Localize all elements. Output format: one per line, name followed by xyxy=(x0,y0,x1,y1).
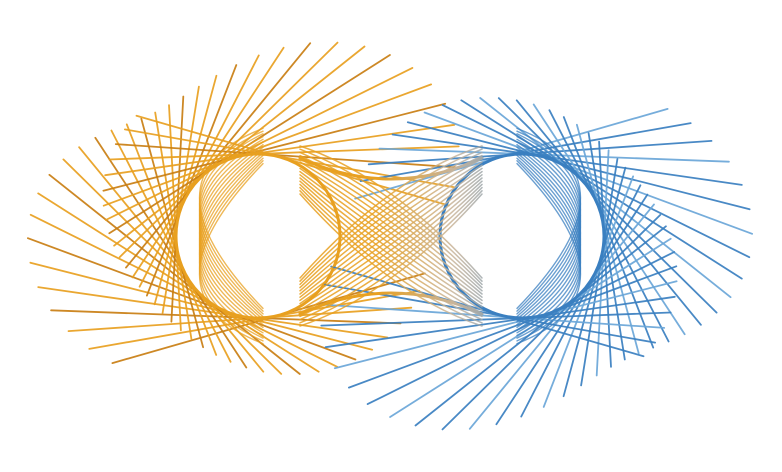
strand-line xyxy=(102,102,447,192)
strand-line xyxy=(391,133,743,186)
strand-line xyxy=(62,158,283,375)
lower-bridge-arc xyxy=(298,291,484,316)
waist-strand xyxy=(299,158,483,292)
waist-strand xyxy=(299,161,483,295)
strand-line xyxy=(324,295,676,349)
waist-strand xyxy=(299,177,483,311)
strand-line xyxy=(102,83,433,207)
strand-line xyxy=(378,147,730,163)
strand-line xyxy=(140,117,205,349)
waist-strand xyxy=(299,151,483,286)
strand-line xyxy=(50,309,402,325)
strand-curve xyxy=(516,162,581,345)
strand-line xyxy=(562,166,627,398)
waist-strand xyxy=(299,190,483,324)
strand-line xyxy=(576,123,640,355)
strand-line xyxy=(495,193,649,426)
strand-line xyxy=(26,237,357,361)
strand-line xyxy=(94,136,248,369)
right-loop-ring xyxy=(438,152,606,320)
strand-line xyxy=(37,286,389,339)
strand-line xyxy=(441,213,662,431)
waist-strand xyxy=(299,180,483,314)
strand-line xyxy=(333,280,678,370)
waist-strand xyxy=(299,167,483,302)
waist-strand xyxy=(299,164,483,298)
strand-group xyxy=(26,41,753,431)
strand-line xyxy=(320,303,666,329)
strand-line xyxy=(104,123,456,177)
upper-bridge-arc xyxy=(298,156,484,181)
waist-strand xyxy=(299,145,483,279)
waist-strand xyxy=(299,170,483,305)
waist-strand xyxy=(299,186,483,321)
strand-line xyxy=(153,74,218,306)
waist-strand xyxy=(299,193,483,327)
strand-line xyxy=(131,46,285,279)
strand-line xyxy=(118,41,339,259)
strand-line xyxy=(532,103,686,336)
strand-line xyxy=(114,143,460,169)
strand-line xyxy=(423,111,753,235)
strand-curve xyxy=(199,162,264,345)
waist-strand xyxy=(299,148,483,282)
waist-strand xyxy=(299,174,483,308)
strand-line xyxy=(347,265,678,389)
strand-line xyxy=(320,311,672,327)
strand-line xyxy=(497,97,718,314)
